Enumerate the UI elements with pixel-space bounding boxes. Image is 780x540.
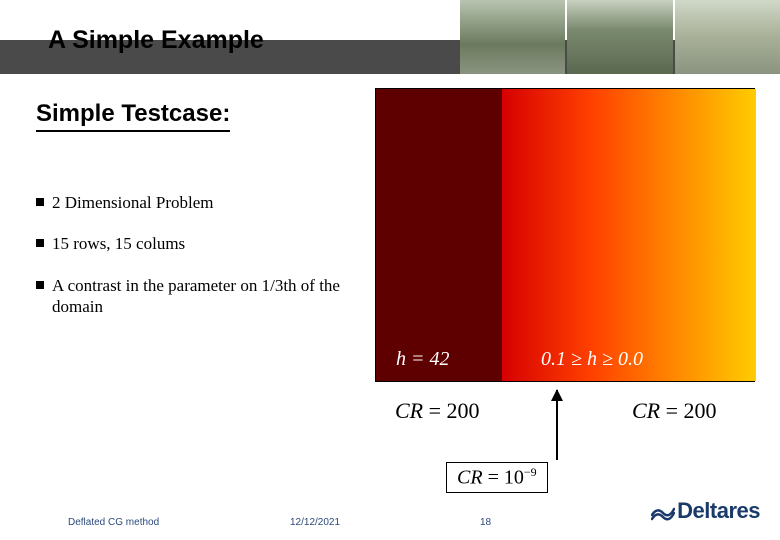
bullet-text: A contrast in the parameter on 1/3th of … (52, 275, 356, 318)
list-item: 15 rows, 15 colums (36, 233, 356, 254)
slide-footer: Deflated CG method 12/12/2021 18 Deltare… (0, 506, 780, 528)
domain-left-region (376, 89, 502, 381)
footer-page-number: 18 (480, 517, 491, 528)
deltares-logo: Deltares (651, 498, 760, 524)
domain-left-label: h = 42 (396, 348, 450, 371)
bullet-text: 2 Dimensional Problem (52, 192, 213, 213)
bullet-text: 15 rows, 15 colums (52, 233, 185, 254)
slide-subtitle: Simple Testcase: (36, 100, 230, 132)
header-photo-1 (460, 0, 565, 74)
bullet-square-icon (36, 198, 44, 206)
list-item: A contrast in the parameter on 1/3th of … (36, 275, 356, 318)
footer-date: 12/12/2021 (290, 517, 340, 528)
bullet-square-icon (36, 281, 44, 289)
bullet-list: 2 Dimensional Problem 15 rows, 15 colums… (36, 192, 356, 337)
deltares-logo-text: Deltares (677, 498, 760, 524)
header-image-strip (460, 0, 780, 74)
header-photo-2 (567, 0, 672, 74)
header-photo-3 (675, 0, 780, 74)
arrow-up-icon (556, 390, 558, 460)
domain-gradient-figure: h = 42 0.1 ≥ h ≥ 0.0 (375, 88, 755, 382)
bullet-square-icon (36, 239, 44, 247)
domain-right-label: 0.1 ≥ h ≥ 0.0 (541, 348, 643, 371)
deltares-wave-icon (651, 501, 675, 521)
list-item: 2 Dimensional Problem (36, 192, 356, 213)
cr-right-annotation: CR = 200 (632, 398, 717, 424)
domain-right-region (502, 89, 756, 381)
cr-bottom-annotation: CR = 10−9 (446, 462, 548, 493)
slide-title: A Simple Example (48, 26, 264, 55)
cr-left-annotation: CR = 200 (395, 398, 480, 424)
footer-left-text: Deflated CG method (68, 517, 159, 528)
